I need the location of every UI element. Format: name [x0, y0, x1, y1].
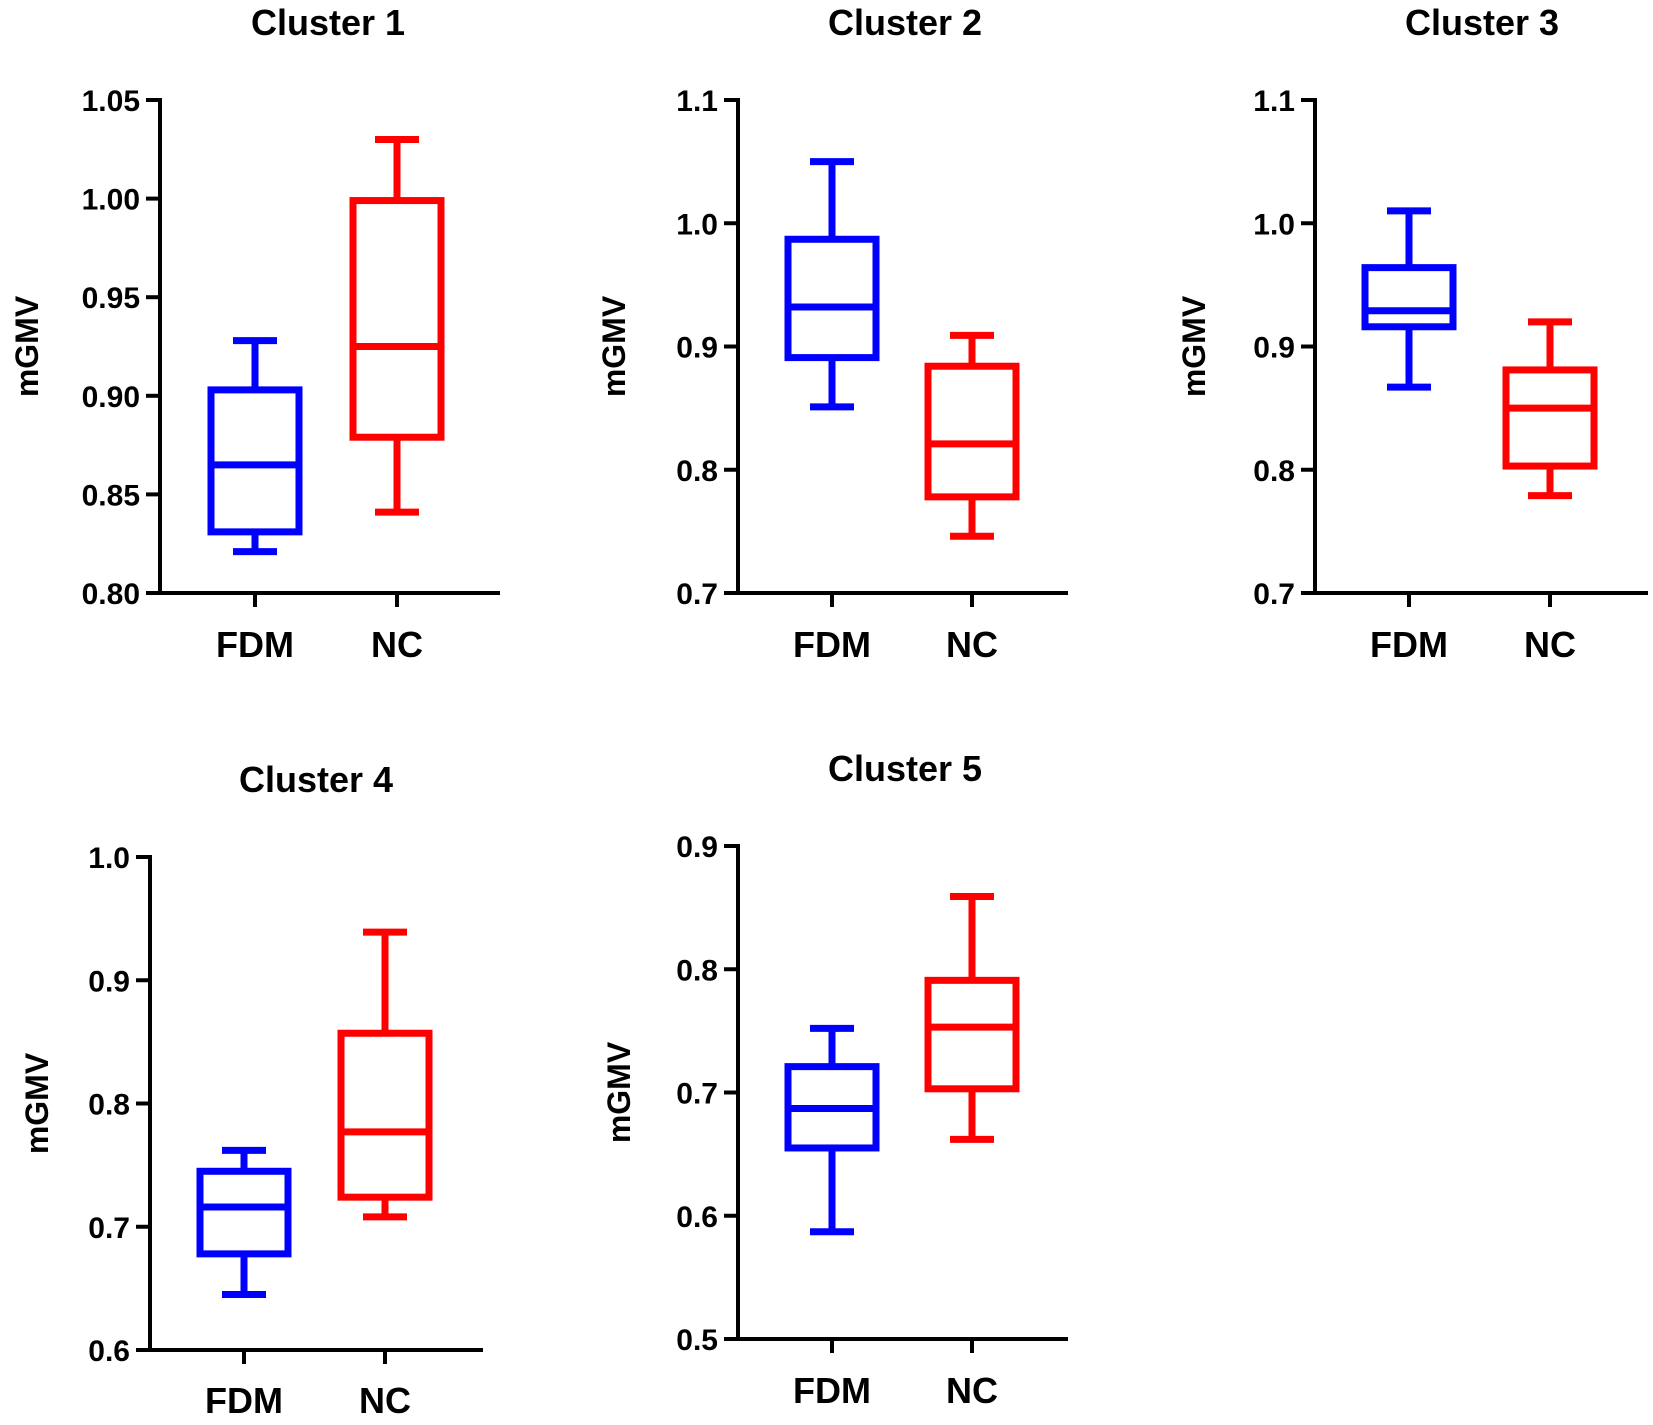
cluster-5-category-label-fdm: FDM: [793, 1370, 871, 1411]
cluster-1-y-tick-label: 0.90: [82, 381, 140, 414]
cluster-3-title: Cluster 3: [1405, 2, 1559, 43]
cluster-3-category-label-nc: NC: [1524, 624, 1576, 665]
cluster-1-y-axis-label: mGMV: [9, 295, 45, 397]
cluster-2-y-axis-label: mGMV: [596, 295, 632, 397]
cluster-4-category-label-nc: NC: [359, 1380, 411, 1420]
cluster-1-y-tick-label: 1.05: [82, 85, 140, 118]
cluster-5-nc-box: [924, 976, 1020, 1093]
cluster-4-y-tick-label: 0.7: [88, 1212, 130, 1245]
cluster-4-fdm-box: [196, 1167, 292, 1258]
cluster-1-y-tick-label: 0.85: [82, 479, 140, 512]
cluster-4-y-tick-label: 0.8: [88, 1089, 130, 1122]
cluster-4-y-tick-label: 1.0: [88, 842, 130, 875]
cluster-3-y-tick-label: 0.8: [1253, 455, 1295, 488]
cluster-1-fdm-box: [207, 386, 303, 536]
cluster-4-y-tick-label: 0.9: [88, 965, 130, 998]
cluster-1-category-label-fdm: FDM: [216, 624, 294, 665]
cluster-2-title: Cluster 2: [828, 2, 982, 43]
cluster-1-nc-box: [349, 197, 445, 441]
cluster-5-title: Cluster 5: [828, 748, 982, 789]
cluster-3-fdm-box: [1361, 264, 1457, 331]
cluster-4-y-tick-label: 0.6: [88, 1335, 130, 1368]
cluster-3-category-label-fdm: FDM: [1370, 624, 1448, 665]
cluster-5-y-tick-label: 0.6: [676, 1201, 718, 1234]
cluster-3-y-axis-label: mGMV: [1176, 295, 1212, 397]
cluster-1-y-tick-label: 0.80: [82, 578, 140, 611]
cluster-5-y-axis-label: mGMV: [601, 1041, 637, 1143]
cluster-2-y-tick-label: 1.1: [676, 85, 718, 118]
cluster-2-fdm-box: [784, 235, 880, 362]
cluster-3-y-tick-label: 1.0: [1253, 208, 1295, 241]
cluster-2-y-tick-label: 0.9: [676, 332, 718, 365]
cluster-3-y-tick-label: 0.9: [1253, 332, 1295, 365]
cluster-4-y-axis-label: mGMV: [19, 1052, 55, 1154]
cluster-2-y-tick-label: 1.0: [676, 208, 718, 241]
cluster-5-y-tick-label: 0.7: [676, 1078, 718, 1111]
cluster-5-y-tick-label: 0.5: [676, 1324, 718, 1357]
cluster-3-y-tick-label: 0.7: [1253, 578, 1295, 611]
cluster-1-y-tick-label: 1.00: [82, 184, 140, 217]
cluster-2-nc-box: [924, 362, 1020, 501]
cluster-1-y-tick-label: 0.95: [82, 282, 140, 315]
cluster-4-title: Cluster 4: [239, 759, 393, 800]
cluster-5-y-tick-label: 0.9: [676, 831, 718, 864]
cluster-4-category-label-fdm: FDM: [205, 1380, 283, 1420]
cluster-3-y-tick-label: 1.1: [1253, 85, 1295, 118]
cluster-3-nc-box: [1502, 366, 1598, 470]
cluster-2-y-tick-label: 0.8: [676, 455, 718, 488]
cluster-5-y-tick-label: 0.8: [676, 954, 718, 987]
cluster-2-y-tick-label: 0.7: [676, 578, 718, 611]
cluster-5-category-label-nc: NC: [946, 1370, 998, 1411]
cluster-2-category-label-fdm: FDM: [793, 624, 871, 665]
cluster-2-category-label-nc: NC: [946, 624, 998, 665]
cluster-1-title: Cluster 1: [251, 2, 405, 43]
cluster-1-category-label-nc: NC: [371, 624, 423, 665]
cluster-4-nc-box: [337, 1029, 433, 1201]
